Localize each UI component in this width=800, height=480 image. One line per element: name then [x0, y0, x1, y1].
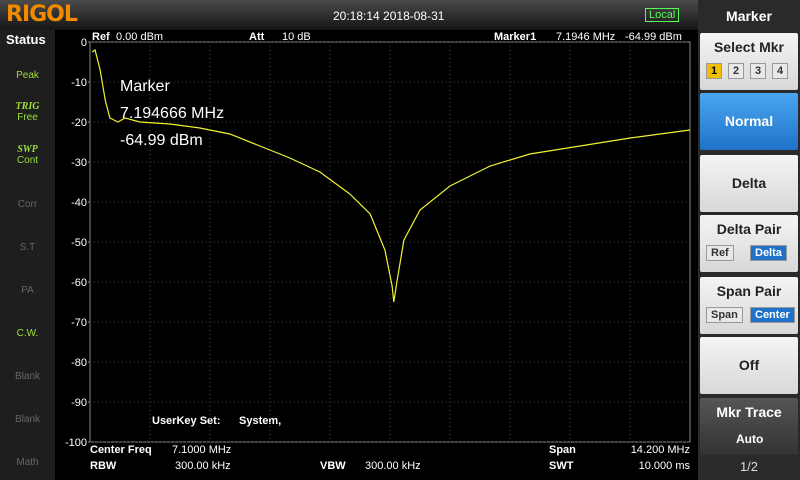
ref-value: 0.00 dBm [116, 31, 164, 43]
off-label: Off [738, 357, 760, 373]
mode: Local [645, 8, 680, 22]
delta-label: Delta [731, 175, 767, 191]
status-item: SWP Cont [0, 138, 55, 178]
status-item-label: Math [16, 457, 39, 468]
status-item-label: C.W. [16, 328, 39, 339]
mkr-trace-button[interactable]: Mkr Trace Auto [700, 398, 798, 455]
select-mkr-label: Select Mkr [713, 39, 785, 55]
marker-level: -64.99 dBm [625, 31, 682, 43]
status-panel: Status Peak TRIG Free SWP Cont Corr S.T PA C.W. B… [0, 30, 55, 480]
status-icon [0, 402, 55, 414]
swt-label: SWT [549, 460, 574, 472]
status-icon [0, 273, 55, 285]
menu-title: Marker [726, 8, 772, 24]
marker-annotation: -64.99 dBm [120, 132, 203, 149]
trace [91, 49, 691, 303]
select-option: 2 [728, 63, 745, 79]
span-pair-label: Span Pair [716, 283, 782, 299]
rbw-value: 300.00 kHz [175, 460, 231, 472]
y-tick-label: -20 [71, 117, 87, 129]
y-tick-label: -30 [71, 157, 87, 169]
y-tick-label: 0 [81, 37, 87, 49]
delta-button[interactable]: Delta [700, 155, 798, 212]
y-tick-label: -70 [71, 317, 87, 329]
status-title: Status [6, 32, 46, 47]
span-pair-center: Center [750, 307, 795, 323]
status-item: Corr [0, 181, 55, 221]
status-icon [0, 359, 55, 371]
center-label: Center Freq [90, 444, 152, 456]
status-item-label: Free [17, 112, 38, 123]
y-tick-label: -80 [71, 357, 87, 369]
span-pair-span: Span [706, 307, 743, 323]
normal-button[interactable]: Normal [700, 93, 798, 150]
status-item-label: Peak [16, 70, 39, 81]
marker-freq: 7.1946 MHz [556, 31, 616, 43]
ref-label: Ref [92, 31, 110, 43]
status-item: C.W. [0, 310, 55, 350]
status-item-label: Blank [14, 371, 40, 382]
marker-label: Marker1 [494, 31, 537, 43]
status-item: PA [0, 267, 55, 307]
plot-frame [89, 41, 691, 443]
status-item-label: Cont [16, 155, 39, 166]
select-option: 4 [772, 63, 789, 79]
status-item-label: S.T [19, 242, 36, 253]
status-item: TRIG Free [0, 95, 55, 135]
y-tick-label: -40 [71, 197, 87, 209]
status-icon [0, 316, 55, 328]
status-item-top: TRIG [15, 101, 40, 112]
delta-pair-delta: Delta [750, 245, 787, 261]
y-tick-label: -90 [71, 397, 87, 409]
swt-value: 10.000 ms [638, 460, 690, 472]
y-tick-label: -10 [71, 77, 87, 89]
vbw-value: 300.00 kHz [365, 460, 421, 472]
span-label: Span [549, 444, 576, 456]
select-option: 1 [706, 63, 723, 79]
vbw-label: VBW [320, 460, 346, 472]
page-indicator: 1/2 [739, 459, 759, 474]
header-bar: RIGOL 20:18:14 2018-08-31 Local [0, 0, 698, 30]
status-item: Blank [0, 396, 55, 436]
status-item-label: Corr [17, 199, 38, 210]
status-item: S.T [0, 224, 55, 264]
status-icon [0, 187, 55, 199]
span-pair-button[interactable]: Span Pair Span Center [700, 277, 798, 334]
status-icon [0, 445, 55, 457]
status-icon [0, 58, 55, 70]
status-item: Blank [0, 353, 55, 393]
rbw-label: RBW [90, 460, 117, 472]
status-item-label: PA [21, 285, 34, 296]
select-option: 3 [750, 63, 767, 79]
delta-pair-label: Delta Pair [716, 221, 782, 237]
normal-label: Normal [724, 113, 774, 129]
status-item: Math [0, 439, 55, 479]
logo: RIGOL [6, 2, 78, 27]
att-value: 10 dB [282, 31, 311, 43]
status-item-top: SWP [17, 144, 38, 155]
status-item-label: Blank [14, 414, 40, 425]
y-tick-label: -100 [65, 437, 87, 449]
y-tick-label: -50 [71, 237, 87, 249]
datetime: 20:18:14 2018-08-31 [333, 9, 445, 23]
mkr-trace-value: Auto [736, 432, 764, 446]
delta-pair-button[interactable]: Delta Pair Ref Delta [700, 215, 798, 272]
att-label: Att [249, 31, 265, 43]
marker-annotation: Marker [120, 78, 170, 95]
center-value: 7.1000 MHz [172, 444, 232, 456]
userkey-label: UserKey Set: [152, 415, 221, 427]
status-item: Peak [0, 52, 55, 92]
userkey-value: System, [239, 415, 282, 427]
off-button[interactable]: Off [700, 337, 798, 394]
mkr-trace-label: Mkr Trace [716, 404, 782, 420]
delta-pair-ref: Ref [706, 245, 734, 261]
marker-annotation: 7.194666 MHz [120, 105, 224, 122]
status-icon [0, 230, 55, 242]
y-tick-label: -60 [71, 277, 87, 289]
span-value: 14.200 MHz [630, 444, 690, 456]
